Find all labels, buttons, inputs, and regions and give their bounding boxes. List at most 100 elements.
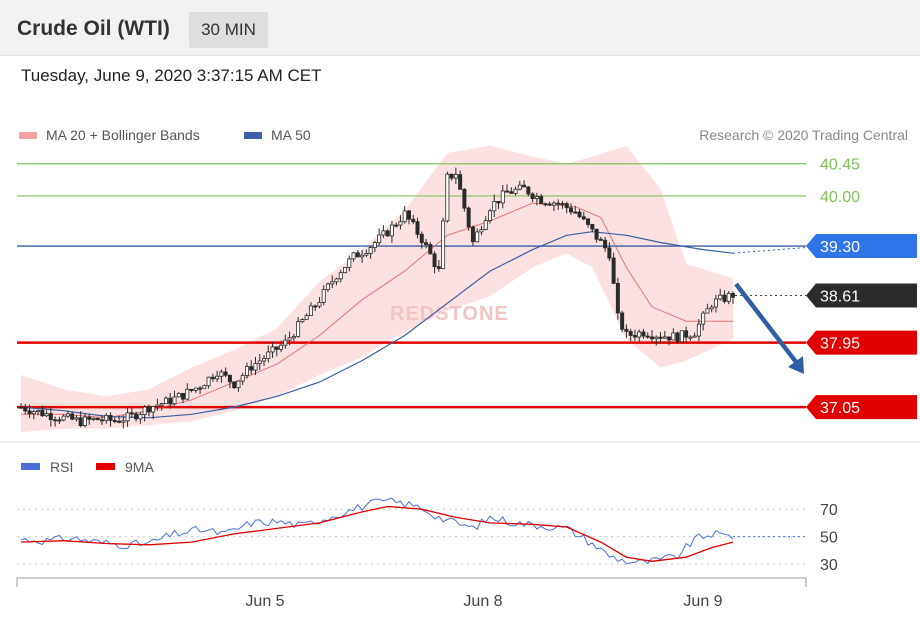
ma50-extension: [732, 246, 807, 254]
candle-body: [684, 330, 689, 338]
candle-body: [466, 207, 471, 228]
candle-body: [31, 411, 36, 415]
candle-body: [389, 224, 394, 237]
candle-body: [18, 406, 23, 409]
candle-body: [624, 328, 629, 332]
timestamp: Tuesday, June 9, 2020 3:37:15 AM CET: [21, 66, 322, 85]
ma50-line: [20, 231, 734, 419]
candle-body: [368, 247, 373, 254]
candle-body: [138, 414, 143, 420]
candle-body: [193, 387, 198, 391]
candle-body: [232, 381, 237, 389]
rsi-ma-swatch: [96, 463, 115, 470]
candle-body: [189, 388, 194, 391]
candle-body: [517, 184, 522, 190]
candle-body: [227, 374, 232, 383]
candle-body: [560, 203, 565, 206]
candle-body: [308, 305, 313, 316]
watermark: REDSTONE: [390, 303, 509, 325]
rsi-ma-legend-label: 9MA: [125, 459, 154, 475]
candle-body: [53, 419, 58, 422]
timeframe-button[interactable]: 30 MIN: [189, 12, 268, 48]
candle-body: [556, 202, 561, 205]
candle-body: [662, 336, 667, 339]
candle-body: [611, 257, 616, 284]
candle-body: [121, 420, 126, 423]
candle-body: [372, 242, 377, 249]
candle-body: [240, 375, 245, 382]
candle-body: [296, 321, 301, 337]
rsi-plot: RSI 9MA 70 50 30: [17, 459, 838, 574]
candle-body: [462, 188, 467, 209]
candle-body: [104, 415, 109, 421]
candle-body: [351, 252, 356, 260]
candle-body: [453, 174, 458, 179]
candle-body: [547, 203, 552, 206]
candle-body: [236, 380, 241, 389]
candle-body: [100, 419, 105, 422]
candle-body: [181, 393, 186, 400]
candle-body: [402, 210, 407, 223]
candle-body: [198, 387, 203, 390]
candle-body: [598, 238, 603, 241]
candle-body: [74, 417, 79, 420]
candle-body: [500, 190, 505, 204]
candle-body: [381, 230, 386, 236]
candle-body: [688, 336, 693, 339]
candle-body: [496, 200, 501, 204]
candle-body: [48, 413, 53, 421]
candle-body: [551, 202, 556, 206]
candle-body: [705, 308, 710, 314]
candle-body: [78, 417, 83, 427]
candle-body: [424, 242, 429, 245]
candle-body: [313, 305, 318, 308]
level-badge: [806, 330, 917, 355]
candle-body: [65, 413, 70, 417]
candle-body: [573, 211, 578, 214]
candle-body: [713, 298, 718, 308]
candle-body: [509, 191, 514, 194]
candle-body: [223, 371, 228, 376]
candle-body: [146, 406, 151, 413]
candle-body: [159, 403, 164, 406]
candle-body: [266, 351, 271, 359]
candle-body: [637, 331, 642, 338]
candle-body: [377, 234, 382, 243]
candle-body: [253, 363, 258, 371]
candle-body: [57, 419, 62, 422]
candle-body: [70, 413, 75, 420]
panel-divider: [0, 441, 920, 443]
x-tick-label: Jun 8: [463, 593, 502, 610]
candle-body: [513, 188, 518, 194]
candle-body: [274, 346, 279, 350]
candle-body: [61, 415, 66, 421]
ma50-swatch: [244, 131, 262, 139]
price-plot: REDSTONE 40.45 40.00 39.30 38.61 37.95 37.05: [17, 145, 917, 433]
candle-body: [594, 228, 599, 240]
candle-body: [270, 346, 275, 353]
candle-body: [338, 272, 343, 280]
candle-body: [487, 210, 492, 222]
chart-title: Crude Oil (WTI): [17, 17, 170, 40]
candle-body: [428, 244, 433, 255]
candle-body: [667, 336, 672, 341]
candle-body: [718, 294, 723, 300]
header: Crude Oil (WTI) 30 MIN: [0, 0, 920, 56]
candle-body: [483, 220, 488, 230]
candle-body: [355, 252, 360, 258]
candle-body: [206, 376, 211, 387]
candle-body: [607, 247, 612, 259]
candle-body: [577, 211, 582, 218]
candle-body: [615, 283, 620, 314]
candle-body: [394, 224, 399, 227]
candle-body: [436, 266, 441, 269]
candle-body: [709, 306, 714, 310]
candle-body: [458, 174, 463, 190]
candle-body: [87, 416, 92, 420]
candle-body: [112, 419, 117, 422]
candle-body: [36, 409, 41, 412]
candle-body: [470, 226, 475, 243]
candle-body: [398, 221, 403, 226]
candle-body: [40, 409, 45, 417]
